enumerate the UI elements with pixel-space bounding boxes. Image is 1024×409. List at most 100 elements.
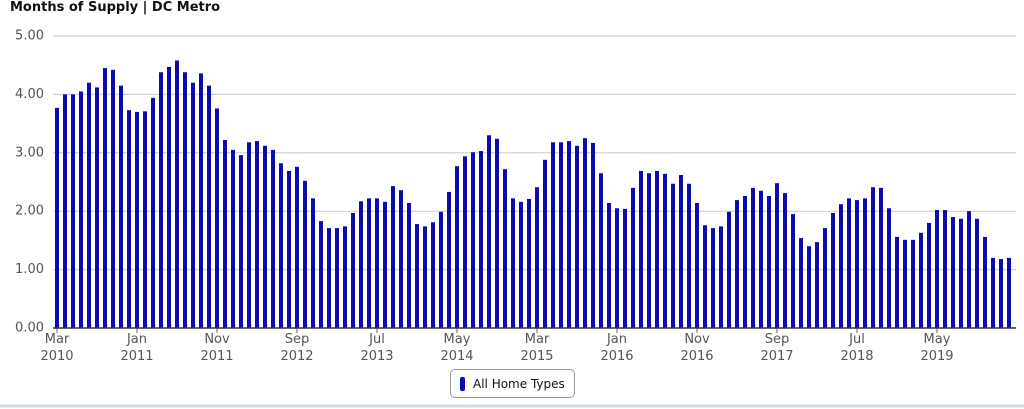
- bar: [175, 60, 179, 328]
- x-tick-label: Mar 2015: [520, 332, 554, 364]
- bar: [679, 174, 683, 328]
- bar: [239, 155, 243, 328]
- y-tick-label: 2.00: [15, 204, 44, 219]
- bar: [871, 187, 875, 328]
- bar: [159, 72, 163, 328]
- bar: [767, 196, 771, 328]
- legend[interactable]: All Home Types: [450, 369, 575, 398]
- bar: [791, 214, 795, 328]
- bar: [327, 228, 331, 328]
- bar: [599, 173, 603, 328]
- bar: [487, 135, 491, 328]
- bar: [503, 169, 507, 328]
- bar: [895, 236, 899, 328]
- bar: [711, 228, 715, 328]
- bar: [879, 187, 883, 328]
- bar: [959, 218, 963, 328]
- bar: [623, 208, 627, 328]
- bar: [287, 170, 291, 328]
- bar: [1007, 257, 1011, 328]
- bar: [863, 198, 867, 328]
- bar: [847, 198, 851, 328]
- bar: [751, 187, 755, 328]
- bar: [983, 236, 987, 328]
- bar: [415, 224, 419, 328]
- bar: [375, 198, 379, 328]
- bar: [535, 187, 539, 328]
- bar: [903, 239, 907, 328]
- x-tick-label: Jul 2018: [840, 332, 874, 364]
- bar: [911, 239, 915, 328]
- bar: [759, 190, 763, 328]
- bar: [999, 259, 1003, 328]
- bar: [855, 200, 859, 328]
- bar: [663, 173, 667, 328]
- bar: [319, 221, 323, 328]
- bar: [55, 107, 59, 328]
- x-tick-label: Nov 2011: [200, 332, 234, 364]
- y-tick-label: 1.00: [15, 262, 44, 277]
- bar: [831, 212, 835, 328]
- bar: [775, 183, 779, 328]
- bar: [95, 87, 99, 328]
- x-tick-label: Jan 2016: [600, 332, 634, 364]
- bar: [119, 85, 123, 328]
- bar: [391, 186, 395, 328]
- bar: [631, 187, 635, 328]
- bar: [447, 191, 451, 328]
- bar: [351, 212, 355, 328]
- bar: [479, 151, 483, 328]
- y-tick-label: 5.00: [15, 29, 44, 44]
- bar: [975, 218, 979, 328]
- x-tick-label: Mar 2010: [40, 332, 74, 364]
- bar: [183, 72, 187, 328]
- bar: [735, 200, 739, 328]
- bar: [495, 138, 499, 328]
- bar: [703, 225, 707, 328]
- x-tick-label: May 2014: [440, 332, 474, 364]
- bar: [439, 211, 443, 328]
- bar: [943, 210, 947, 328]
- bar: [951, 217, 955, 328]
- bar: [543, 159, 547, 328]
- bar: [551, 142, 555, 328]
- bar: [687, 183, 691, 328]
- bar: [695, 203, 699, 328]
- bar: [823, 228, 827, 328]
- bar: [671, 183, 675, 328]
- bar: [335, 228, 339, 328]
- bar: [783, 193, 787, 328]
- bar: [223, 139, 227, 328]
- bar: [311, 198, 315, 328]
- bar: [399, 190, 403, 328]
- bar: [215, 108, 219, 328]
- x-tick-label: Sep 2012: [280, 332, 314, 364]
- bar: [455, 166, 459, 328]
- bar: [591, 142, 595, 328]
- bar: [927, 222, 931, 328]
- bar: [191, 82, 195, 328]
- bar: [271, 149, 275, 328]
- bar: [575, 145, 579, 328]
- bar: [799, 238, 803, 328]
- legend-label: All Home Types: [473, 376, 565, 391]
- bar: [303, 180, 307, 328]
- bar: [463, 156, 467, 328]
- bar: [263, 145, 267, 328]
- x-tick-label: Sep 2017: [760, 332, 794, 364]
- bar: [407, 203, 411, 328]
- bar: [247, 142, 251, 328]
- bar: [63, 94, 67, 329]
- bar: [559, 142, 563, 328]
- bar: [111, 69, 115, 328]
- bar: [87, 82, 91, 328]
- bar: [167, 66, 171, 329]
- bar: [231, 149, 235, 328]
- bar: [127, 110, 131, 328]
- bar: [655, 170, 659, 328]
- legend-swatch: [460, 376, 465, 391]
- bar: [527, 198, 531, 328]
- bar: [647, 173, 651, 328]
- bar: [383, 201, 387, 328]
